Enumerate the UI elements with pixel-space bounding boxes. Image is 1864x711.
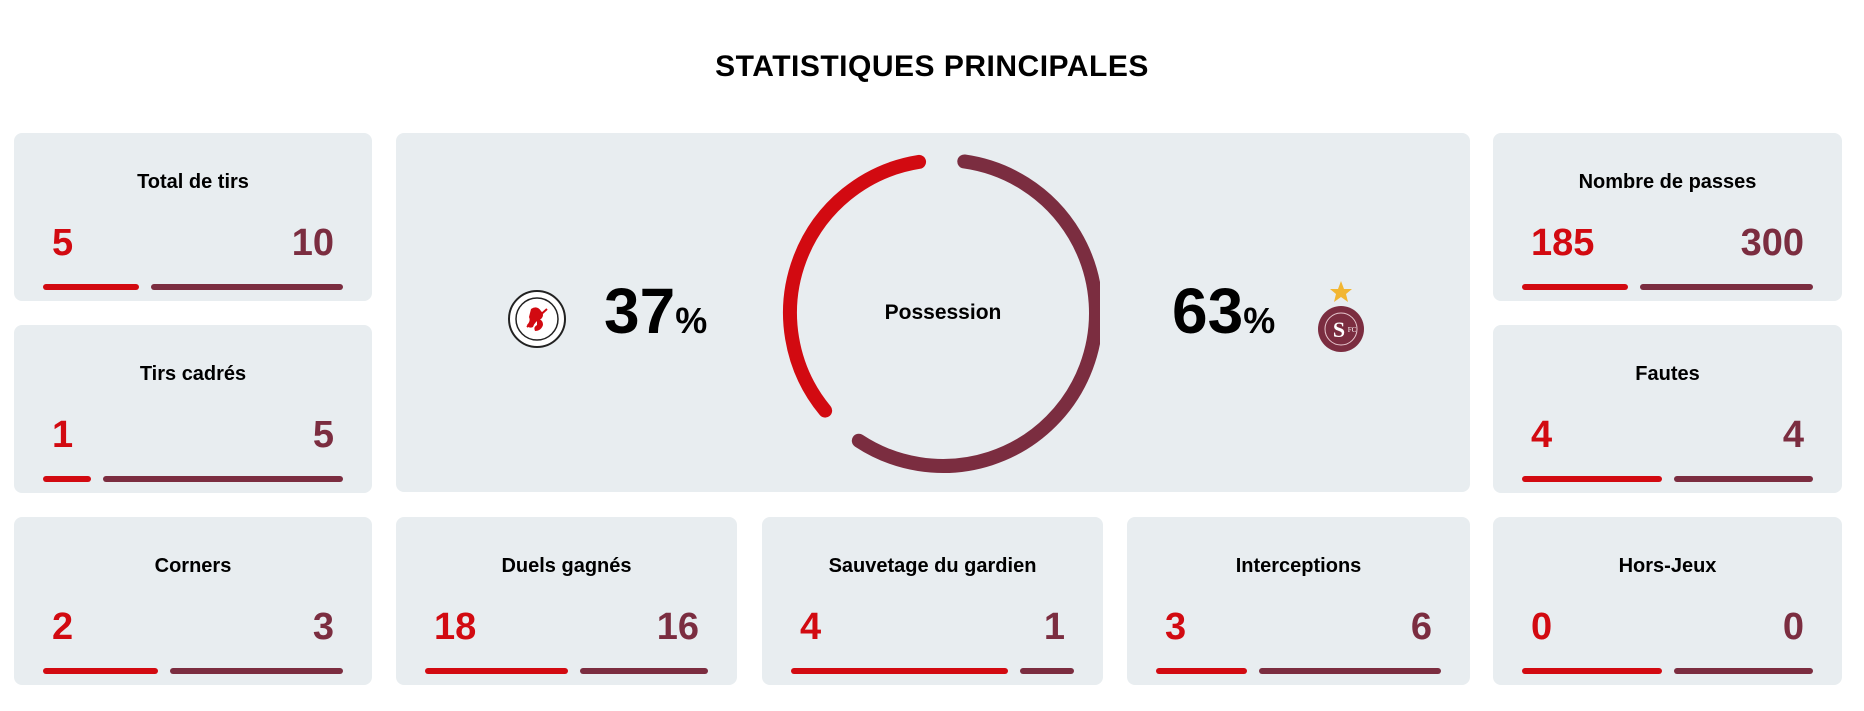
- stat-label: Fautes: [1635, 363, 1700, 385]
- away-value: 1: [1043, 606, 1065, 648]
- away-value: 4: [1782, 414, 1804, 456]
- home-value: 185: [1531, 222, 1595, 264]
- stat-label: Corners: [154, 555, 232, 577]
- home-bar: [1522, 476, 1662, 482]
- home-value: 18: [434, 606, 477, 648]
- section-title: STATISTIQUES PRINCIPALES: [715, 50, 1149, 83]
- away-value: 5: [312, 414, 334, 456]
- away-bar: [151, 284, 343, 290]
- stat-label: Sauvetage du gardien: [828, 555, 1037, 577]
- stat-label: Total de tirs: [137, 171, 249, 193]
- stat-card-passes: Nombre de passes 185 300: [1493, 133, 1842, 301]
- possession-panel: 37% Possession 63% S FC: [396, 133, 1470, 492]
- away-bar: [1673, 476, 1813, 482]
- home-bar: [43, 668, 159, 674]
- home-bar: [425, 668, 569, 674]
- stat-card-duels-won: Duels gagnés 18 16: [396, 517, 737, 685]
- away-possession-value: 63%: [1172, 276, 1275, 356]
- percent-sign: %: [675, 300, 708, 341]
- stat-label: Interceptions: [1235, 555, 1362, 577]
- away-bar: [1019, 668, 1074, 674]
- home-value: 0: [1531, 606, 1553, 648]
- away-value: 16: [656, 606, 699, 648]
- possession-label: Possession: [884, 301, 1002, 324]
- away-bar: [103, 476, 343, 482]
- stat-card-total-shots: Total de tirs 5 10: [14, 133, 372, 301]
- away-bar: [580, 668, 708, 674]
- away-possession-number: 63: [1172, 275, 1244, 347]
- stat-card-offsides: Hors-Jeux 0 0: [1493, 517, 1842, 685]
- stat-label: Nombre de passes: [1578, 171, 1757, 193]
- away-value: 300: [1740, 222, 1804, 264]
- home-value: 4: [800, 606, 822, 648]
- away-bar: [1259, 668, 1441, 674]
- stat-label: Duels gagnés: [501, 555, 632, 577]
- away-value: 0: [1782, 606, 1804, 648]
- servette-fc-logo-icon: S FC: [1318, 281, 1364, 352]
- svg-text:S: S: [1333, 317, 1345, 342]
- away-bar: [1640, 284, 1813, 290]
- home-bar: [1156, 668, 1247, 674]
- away-value: 10: [291, 222, 334, 264]
- percent-sign: %: [1243, 300, 1276, 341]
- home-value: 1: [52, 414, 74, 456]
- stat-label: Tirs cadrés: [139, 363, 247, 385]
- possession-donut: [783, 154, 1100, 473]
- home-bar: [43, 476, 91, 482]
- home-bar: [1522, 284, 1629, 290]
- svg-text:FC: FC: [1348, 326, 1357, 334]
- home-bar: [1522, 668, 1662, 674]
- stat-card-corners: Corners 2 3: [14, 517, 372, 685]
- stat-card-shots-on-target: Tirs cadrés 1 5: [14, 325, 372, 493]
- stat-card-goalkeeper-saves: Sauvetage du gardien 4 1: [762, 517, 1103, 685]
- away-bar: [1673, 668, 1813, 674]
- stat-card-fouls: Fautes 4 4: [1493, 325, 1842, 493]
- stat-card-interceptions: Interceptions 3 6: [1127, 517, 1470, 685]
- home-bar: [791, 668, 1008, 674]
- fc-winterthur-logo-icon: [508, 290, 566, 348]
- home-value: 4: [1531, 414, 1553, 456]
- away-value: 6: [1410, 606, 1432, 648]
- home-value: 5: [52, 222, 74, 264]
- stat-label: Hors-Jeux: [1618, 555, 1717, 577]
- home-bar: [43, 284, 139, 290]
- home-value: 2: [52, 606, 74, 648]
- away-value: 3: [312, 606, 334, 648]
- home-possession-number: 37: [604, 275, 676, 347]
- home-value: 3: [1165, 606, 1187, 648]
- away-bar: [170, 668, 343, 674]
- home-possession-value: 37%: [604, 276, 707, 356]
- away-possession-arc: [851, 154, 1100, 473]
- home-possession-arc: [783, 154, 927, 418]
